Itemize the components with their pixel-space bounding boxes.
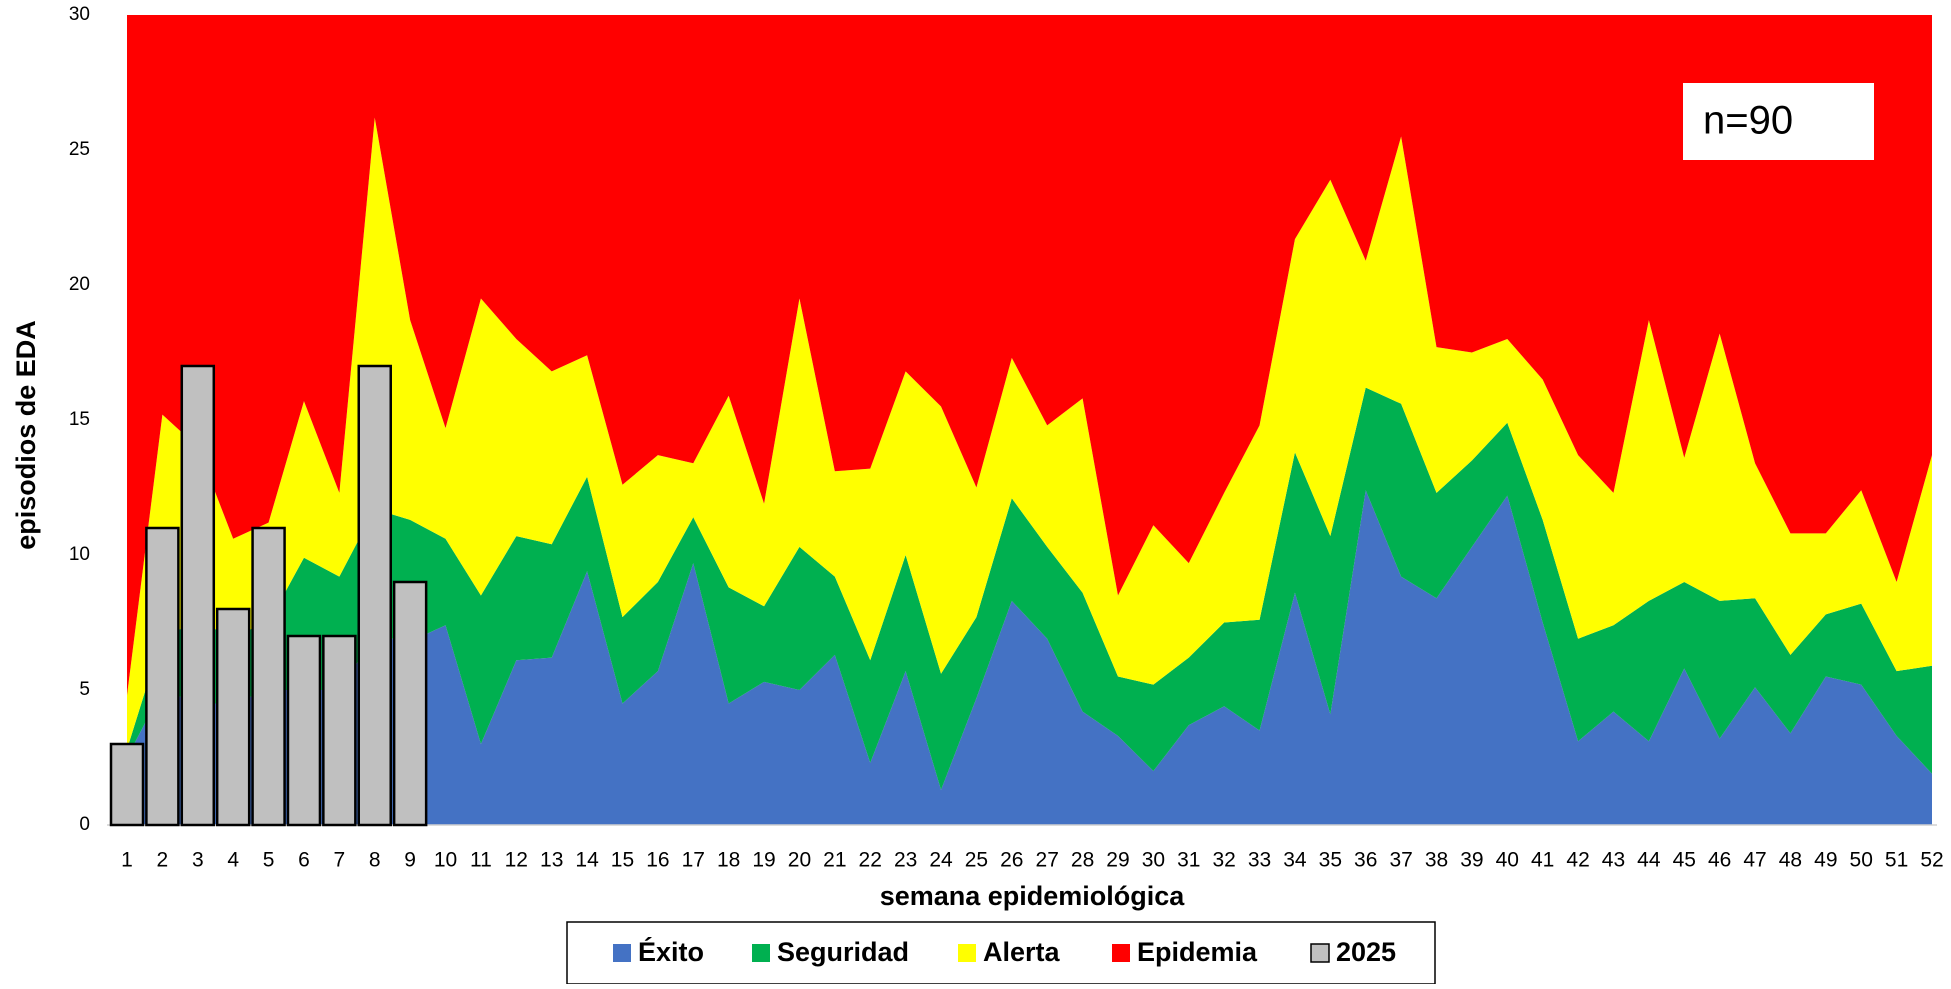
x-tick-label: 4 xyxy=(227,849,239,872)
x-tick-label: 10 xyxy=(434,849,457,872)
x-tick-label: 6 xyxy=(298,849,310,872)
x-tick-label: 33 xyxy=(1248,849,1271,872)
x-tick-label: 24 xyxy=(929,849,953,872)
x-tick-label: 36 xyxy=(1354,849,1377,872)
x-tick-label: 18 xyxy=(717,849,740,872)
x-tick-label: 43 xyxy=(1602,849,1625,872)
x-tick-label: 23 xyxy=(894,849,917,872)
x-tick-label: 3 xyxy=(192,849,204,872)
x-tick-label: 32 xyxy=(1212,849,1235,872)
x-tick-label: 48 xyxy=(1779,849,1802,872)
x-tick-label: 8 xyxy=(369,849,381,872)
legend-label: Éxito xyxy=(638,936,704,967)
x-tick-label: 40 xyxy=(1496,849,1519,872)
x-tick-label: 30 xyxy=(1142,849,1165,872)
x-tick-label: 42 xyxy=(1566,849,1589,872)
y-axis-label: episodios de EDA xyxy=(11,320,41,550)
y-tick-label: 25 xyxy=(69,139,90,160)
bar xyxy=(180,364,216,827)
x-tick-label: 44 xyxy=(1637,849,1661,872)
area-exito xyxy=(127,490,1932,825)
x-tick-label: 46 xyxy=(1708,849,1731,872)
y-tick-label: 15 xyxy=(69,409,90,430)
area-epidemia xyxy=(127,15,1932,696)
bar xyxy=(286,634,322,827)
x-tick-label: 27 xyxy=(1036,849,1059,872)
y-tick-label: 0 xyxy=(79,814,90,835)
bar xyxy=(145,526,180,827)
x-tick-label: 2 xyxy=(157,849,169,872)
x-tick-label: 16 xyxy=(646,849,669,872)
legend-swatch xyxy=(1310,943,1330,963)
legend-swatch xyxy=(613,944,631,962)
area-seguridad xyxy=(127,387,1932,790)
legend-swatch xyxy=(752,944,770,962)
legend xyxy=(566,921,1436,985)
x-tick-label: 12 xyxy=(505,849,528,872)
x-tick-label: 13 xyxy=(540,849,563,872)
x-tick-label: 28 xyxy=(1071,849,1094,872)
x-tick-label: 47 xyxy=(1743,849,1766,872)
bar xyxy=(322,634,357,827)
area-alerta xyxy=(127,117,1932,750)
x-tick-label: 37 xyxy=(1389,849,1412,872)
x-axis-label: semana epidemiológica xyxy=(880,881,1186,911)
bar xyxy=(215,607,251,827)
y-tick-label: 30 xyxy=(69,4,90,25)
x-tick-label: 9 xyxy=(404,849,416,872)
bar xyxy=(109,742,145,827)
x-tick-label: 51 xyxy=(1885,849,1908,872)
legend-swatch xyxy=(958,944,976,962)
legend-label: Seguridad xyxy=(777,937,909,967)
x-tick-label: 45 xyxy=(1673,849,1696,872)
bar xyxy=(251,526,286,827)
legend-label: Epidemia xyxy=(1137,937,1258,967)
x-tick-label: 21 xyxy=(823,849,846,872)
x-tick-label: 5 xyxy=(263,849,275,872)
x-tick-label: 1 xyxy=(121,849,133,872)
x-tick-label: 50 xyxy=(1850,849,1873,872)
y-tick-label: 20 xyxy=(69,274,90,295)
y-tick-label: 10 xyxy=(69,544,90,565)
x-tick-label: 31 xyxy=(1177,849,1200,872)
x-tick-label: 52 xyxy=(1920,849,1943,872)
x-tick-label: 20 xyxy=(788,849,811,872)
legend-label: Alerta xyxy=(983,937,1061,967)
x-tick-label: 49 xyxy=(1814,849,1837,872)
x-tick-label: 7 xyxy=(334,849,346,872)
x-tick-label: 35 xyxy=(1319,849,1342,872)
legend-label: 2025 xyxy=(1336,937,1396,967)
bar xyxy=(392,580,428,827)
annotation: n=90 xyxy=(1703,99,1793,143)
x-tick-label: 17 xyxy=(682,849,705,872)
x-tick-label: 39 xyxy=(1460,849,1483,872)
x-tick-label: 29 xyxy=(1106,849,1129,872)
x-tick-label: 11 xyxy=(470,849,492,872)
x-tick-label: 15 xyxy=(611,849,634,872)
x-tick-label: 25 xyxy=(965,849,988,872)
annotation-box xyxy=(1683,83,1874,160)
x-tick-label: 38 xyxy=(1425,849,1448,872)
legend-swatch xyxy=(1112,944,1130,962)
x-tick-label: 22 xyxy=(859,849,882,872)
x-tick-label: 14 xyxy=(575,849,599,872)
x-tick-label: 34 xyxy=(1283,849,1307,872)
y-tick-label: 5 xyxy=(79,679,90,700)
x-tick-label: 19 xyxy=(752,849,775,872)
bar xyxy=(357,364,392,827)
x-tick-label: 41 xyxy=(1531,849,1554,872)
x-tick-label: 26 xyxy=(1000,849,1023,872)
